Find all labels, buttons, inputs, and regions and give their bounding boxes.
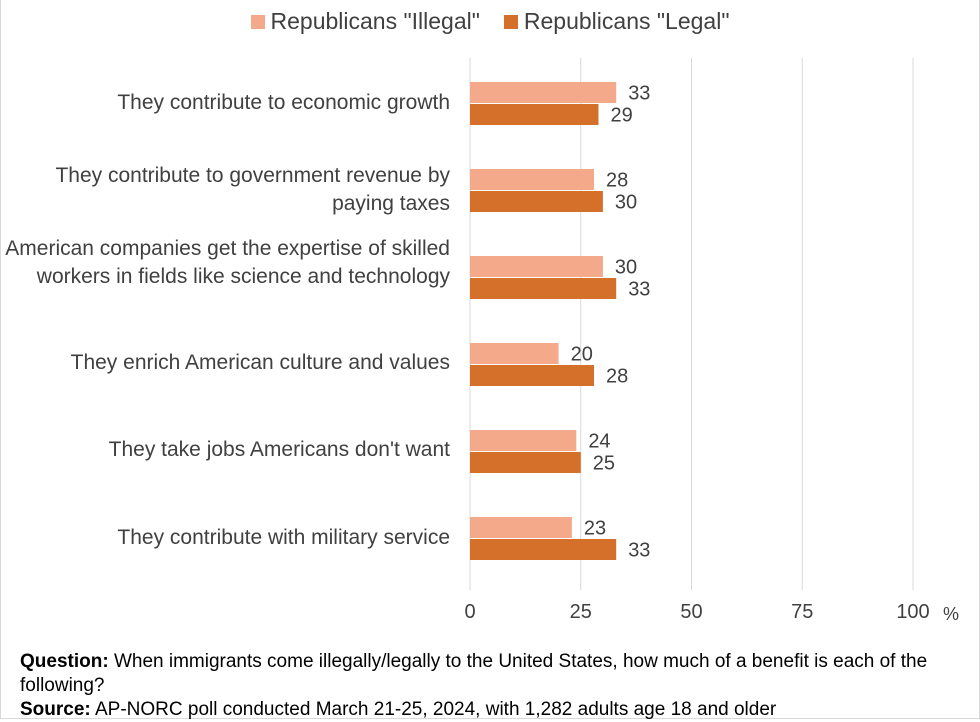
legend-item-illegal: Republicans "Illegal" (250, 8, 480, 35)
bar (470, 539, 617, 560)
source-text: AP-NORC poll conducted March 21-25, 2024… (90, 699, 777, 720)
x-tick-label: 25 (570, 601, 592, 623)
data-label: 33 (628, 540, 650, 562)
data-label: 20 (571, 344, 593, 366)
data-label: 23 (584, 518, 606, 540)
data-label: 30 (615, 257, 637, 279)
data-label: 28 (606, 170, 628, 192)
data-label: 30 (615, 192, 637, 214)
category-label-military: They contribute with military service (117, 526, 450, 549)
bar (470, 82, 617, 103)
data-label: 24 (588, 431, 610, 453)
legend-item-legal: Republicans "Legal" (503, 8, 730, 35)
category-label-culture-values: They enrich American culture and values (70, 351, 450, 374)
category-label-economic-growth: They contribute to economic growth (117, 91, 450, 114)
legend: Republicans "Illegal" Republicans "Legal… (0, 8, 980, 35)
bar (470, 517, 572, 538)
source-label: Source: (20, 699, 91, 720)
category-label-jobs: They take jobs Americans don't want (108, 438, 450, 461)
chart-footer: Question: When immigrants come illegally… (20, 650, 960, 722)
bar (470, 430, 577, 451)
x-tick-label: 100 (896, 601, 929, 623)
bar (470, 343, 559, 364)
category-label-skilled-workers: American companies get the expertise of … (5, 237, 450, 288)
data-label: 33 (628, 83, 650, 105)
bar (470, 191, 603, 212)
data-label: 33 (628, 279, 650, 301)
data-label: 28 (606, 366, 628, 388)
legend-label-illegal: Republicans "Illegal" (270, 8, 480, 34)
question-note: Question: When immigrants come illegally… (20, 650, 960, 698)
source-note: Source: AP-NORC poll conducted March 21-… (20, 698, 960, 722)
bar (470, 365, 595, 386)
legend-swatch-illegal (250, 14, 265, 29)
data-label: 25 (593, 453, 615, 475)
question-label: Question: (20, 651, 109, 672)
x-tick-label: 75 (791, 601, 813, 623)
bar (470, 104, 599, 125)
legend-label-legal: Republicans "Legal" (523, 8, 730, 34)
data-label: 29 (610, 105, 632, 127)
x-tick-label: 0 (464, 601, 475, 623)
bar (470, 169, 595, 190)
bar (470, 452, 581, 473)
bar (470, 278, 617, 299)
bar (470, 256, 603, 277)
x-unit-label: % (943, 604, 959, 624)
legend-swatch-legal (503, 14, 518, 29)
question-text: When immigrants come illegally/legally t… (20, 651, 928, 696)
x-tick-label: 50 (680, 601, 702, 623)
category-label-government-revenue: They contribute to government revenue by… (55, 164, 450, 215)
